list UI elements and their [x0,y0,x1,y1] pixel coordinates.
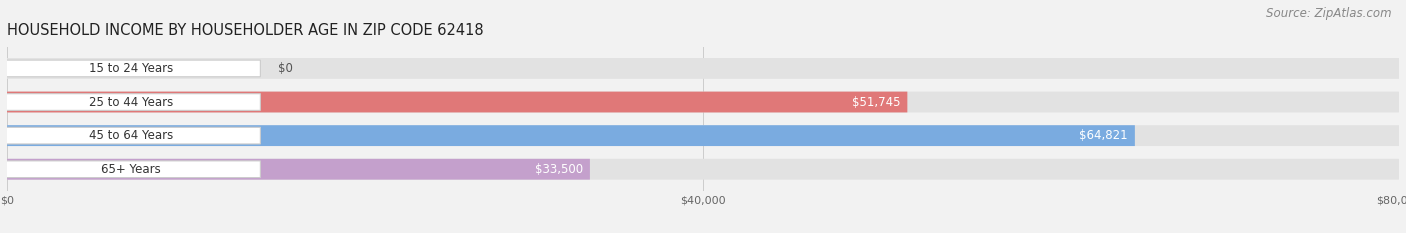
Text: 25 to 44 Years: 25 to 44 Years [89,96,173,109]
Text: 65+ Years: 65+ Years [101,163,160,176]
FancyBboxPatch shape [3,60,260,77]
FancyBboxPatch shape [7,92,907,113]
FancyBboxPatch shape [7,159,1399,180]
Text: Source: ZipAtlas.com: Source: ZipAtlas.com [1267,7,1392,20]
Text: HOUSEHOLD INCOME BY HOUSEHOLDER AGE IN ZIP CODE 62418: HOUSEHOLD INCOME BY HOUSEHOLDER AGE IN Z… [7,24,484,38]
Text: $51,745: $51,745 [852,96,900,109]
Text: $33,500: $33,500 [534,163,583,176]
FancyBboxPatch shape [7,159,591,180]
FancyBboxPatch shape [3,127,260,144]
FancyBboxPatch shape [7,58,1399,79]
FancyBboxPatch shape [3,94,260,110]
FancyBboxPatch shape [7,125,1399,146]
Text: $64,821: $64,821 [1080,129,1128,142]
Text: $0: $0 [278,62,294,75]
FancyBboxPatch shape [7,92,1399,113]
Text: 45 to 64 Years: 45 to 64 Years [89,129,173,142]
FancyBboxPatch shape [7,125,1135,146]
FancyBboxPatch shape [3,161,260,178]
Text: 15 to 24 Years: 15 to 24 Years [89,62,173,75]
